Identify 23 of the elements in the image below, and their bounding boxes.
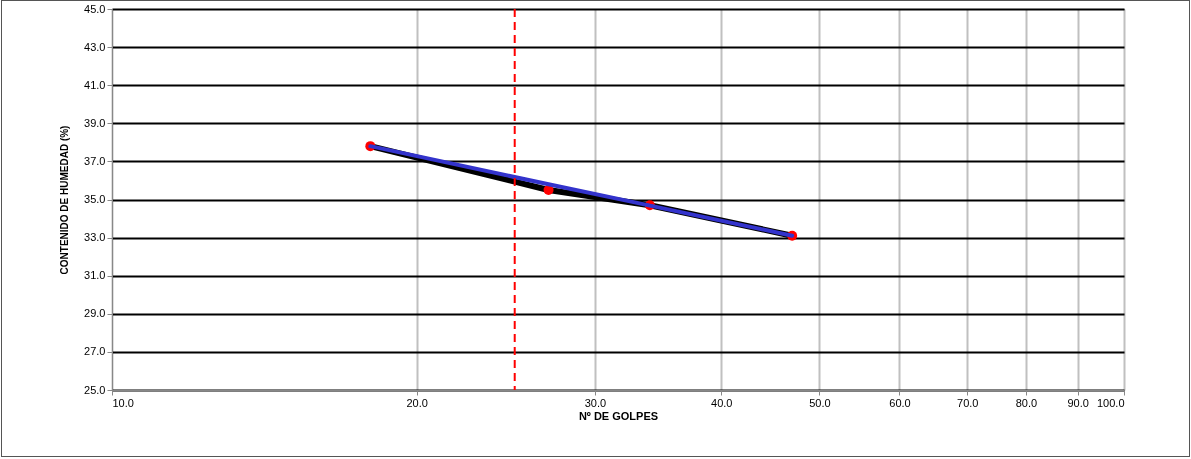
y-tick-label: 27.0 bbox=[84, 345, 106, 358]
x-axis-title: Nº DE GOLPES bbox=[578, 409, 659, 422]
x-tick-label: 30.0 bbox=[584, 396, 607, 409]
y-tick-label: 45.0 bbox=[84, 2, 106, 15]
y-tick-label: 35.0 bbox=[84, 193, 106, 205]
y-axis-title: CONTENIDO DE HUMEDAD (%) bbox=[59, 125, 71, 275]
y-tick-label: 43.0 bbox=[84, 40, 106, 53]
y-tick-label: 29.0 bbox=[84, 307, 106, 320]
y-tick-label: 25.0 bbox=[84, 383, 106, 396]
y-tick-label: 41.0 bbox=[84, 78, 106, 91]
y-tick-label: 31.0 bbox=[84, 269, 106, 282]
x-tick-label: 40.0 bbox=[711, 396, 733, 409]
x-tick-label: 60.0 bbox=[889, 396, 911, 409]
x-tick-label: 90.0 bbox=[1067, 396, 1089, 409]
x-tick-label: 10.0 bbox=[112, 396, 134, 409]
x-tick-label: 100.0 bbox=[1096, 396, 1125, 409]
y-tick-label: 33.0 bbox=[84, 231, 106, 244]
y-tick-label: 37.0 bbox=[84, 154, 106, 167]
x-tick-label: 80.0 bbox=[1015, 396, 1038, 409]
y-tick-label: 39.0 bbox=[84, 116, 106, 129]
x-tick-label: 50.0 bbox=[809, 396, 831, 409]
x-tick-label: 70.0 bbox=[957, 396, 979, 409]
x-tick-label: 20.0 bbox=[406, 396, 428, 409]
